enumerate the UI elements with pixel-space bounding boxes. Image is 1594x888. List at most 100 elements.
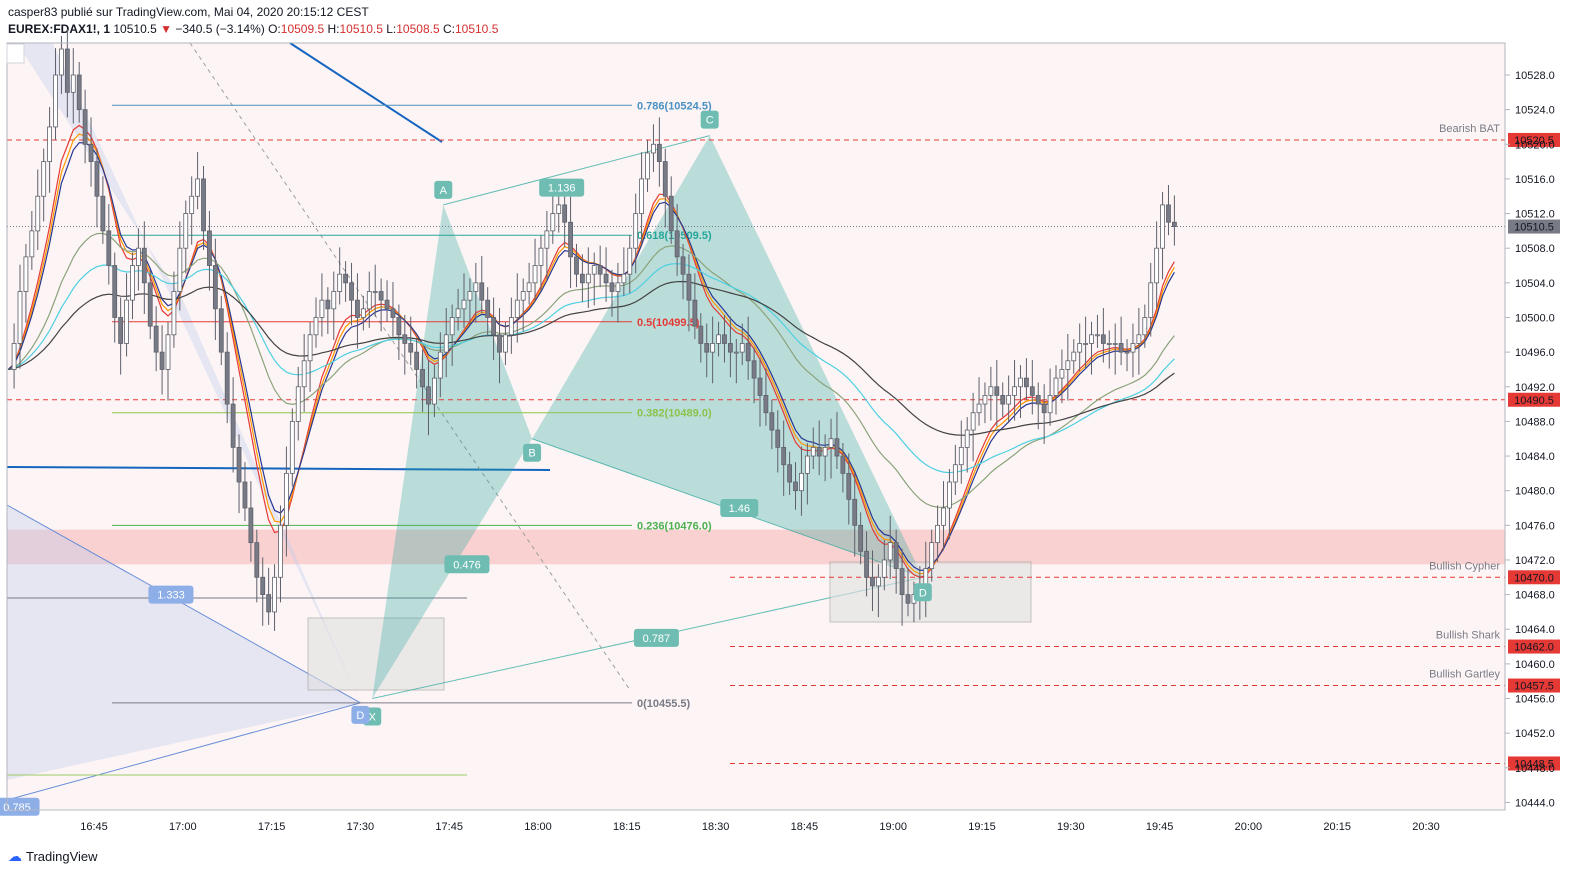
candle-body	[171, 291, 177, 336]
candle-body	[301, 360, 307, 388]
candle-body	[810, 446, 816, 457]
blue-pattern-lower	[7, 505, 361, 780]
last-price-badge-text: 10510.5	[1514, 222, 1554, 234]
candle-body	[556, 204, 562, 214]
candle-body	[414, 351, 420, 370]
trend-line	[6, 466, 551, 471]
candle-body	[130, 265, 135, 301]
x-tick-label: 18:30	[702, 821, 730, 833]
candle-body	[1154, 247, 1160, 284]
x-tick-label: 20:00	[1235, 821, 1263, 833]
candle-body	[698, 325, 704, 344]
candle-body	[272, 576, 277, 613]
candle-body	[958, 446, 964, 466]
price-level-badge-text: 10457.5	[1514, 681, 1554, 693]
candle-body	[325, 299, 331, 310]
candle-body	[1130, 343, 1136, 353]
candle-body	[722, 334, 727, 344]
candle-body	[864, 550, 869, 578]
y-tick-label: 10480.0	[1515, 486, 1555, 498]
price-level-badge	[1508, 678, 1560, 693]
candle-body	[1100, 334, 1106, 344]
candle-body	[828, 438, 834, 448]
candle-body	[562, 204, 568, 223]
candle-body	[1047, 395, 1053, 414]
candle-body	[266, 594, 272, 613]
pattern-point-label-bg	[523, 443, 542, 462]
candle-body	[313, 317, 319, 336]
candle-body	[307, 334, 313, 362]
candle-body	[118, 317, 124, 344]
candle-body	[769, 412, 775, 431]
pattern-point-label: D	[356, 710, 364, 722]
candle-body	[1172, 221, 1177, 227]
y-tick-label: 10496.0	[1515, 347, 1555, 359]
moving-average-line	[8, 280, 1175, 436]
candle-body	[668, 195, 674, 232]
candle-body	[396, 317, 402, 336]
candle-body	[852, 498, 858, 526]
candle-body	[497, 334, 502, 353]
publisher-line: casper83 publié sur TradingView.com, Mai…	[8, 5, 369, 19]
candle-body	[295, 386, 301, 422]
candle-body	[947, 481, 952, 509]
candle-body	[218, 308, 224, 353]
candle-body	[159, 351, 165, 370]
price-level-badge-text: 10462.0	[1514, 642, 1554, 654]
candle-body	[781, 446, 787, 466]
pattern-ratio-label: 1.46	[729, 503, 750, 515]
candle-body	[870, 576, 875, 587]
candle-body	[1160, 204, 1165, 249]
chart-menu-button[interactable]	[6, 43, 25, 64]
candle-body	[337, 273, 343, 292]
candle-body	[76, 74, 82, 111]
candle-body	[662, 161, 668, 197]
candle-body	[431, 377, 437, 405]
pattern-ratio-label-bg	[539, 178, 585, 197]
pattern-ratio-label: 1.333	[157, 590, 185, 602]
candle-body	[1029, 386, 1035, 396]
candle-body	[568, 221, 573, 258]
y-tick-label: 10464.0	[1515, 624, 1555, 636]
last-price-badge	[1508, 219, 1560, 234]
candle-body	[988, 386, 994, 396]
candle-body	[615, 282, 621, 292]
candle-body	[1012, 386, 1017, 396]
pattern-ratio-label-bg	[0, 797, 40, 816]
candle-body	[82, 109, 88, 145]
candle-body	[29, 230, 35, 258]
x-tick-label: 17:30	[347, 821, 375, 833]
y-tick-label: 10484.0	[1515, 451, 1555, 463]
fib-label: 0.382(10489.0)	[637, 408, 712, 420]
candle-body	[100, 195, 106, 232]
candle-body	[1083, 343, 1088, 345]
moving-average-line	[8, 263, 1175, 474]
candle-body	[94, 161, 100, 197]
candle-body	[420, 369, 425, 388]
close-label: C:	[442, 22, 455, 36]
low-label: L:	[386, 22, 397, 36]
y-tick-label: 10476.0	[1515, 520, 1555, 532]
candle-body	[1124, 351, 1130, 354]
candle-body	[378, 291, 384, 301]
candle-body	[479, 282, 485, 301]
candle-body	[331, 291, 337, 310]
y-tick-label: 10524.0	[1515, 105, 1555, 117]
candle-body	[319, 299, 325, 318]
candle-body	[70, 74, 76, 93]
candle-body	[941, 507, 946, 526]
candle-body	[426, 386, 431, 405]
candle-body	[846, 472, 852, 500]
candle-body	[739, 343, 745, 353]
candle-body	[751, 360, 757, 379]
price-level-badge	[1508, 570, 1560, 585]
candle-body	[970, 412, 976, 431]
down-arrow-icon: ▼	[160, 22, 172, 36]
candle-body	[124, 299, 129, 344]
candle-body	[455, 308, 461, 318]
y-tick-label: 10500.0	[1515, 312, 1555, 324]
pattern-ratio-label-bg	[148, 585, 194, 604]
candle-body	[651, 143, 656, 154]
candle-body	[449, 317, 455, 336]
